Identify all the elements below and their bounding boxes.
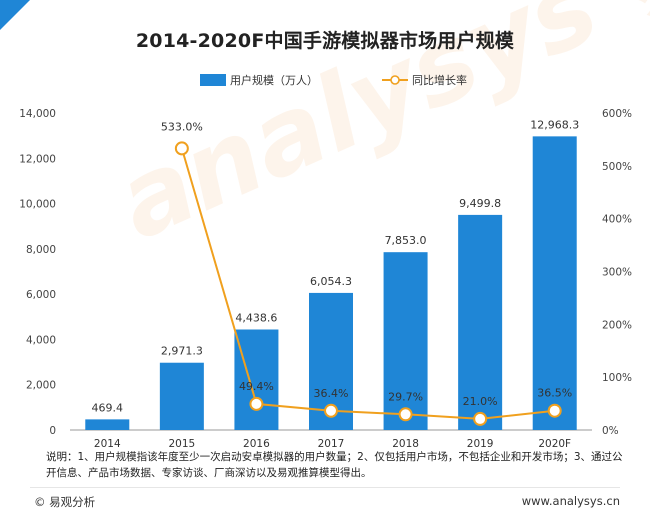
- growth-rate-label: 49.4%: [239, 380, 274, 393]
- growth-rate-line: [180, 148, 555, 420]
- left-axis-tick: 4,000: [26, 334, 56, 346]
- growth-rate-point: [473, 411, 488, 426]
- left-axis-tick: 14,000: [19, 108, 56, 120]
- legend-line-marker: [390, 75, 400, 85]
- right-axis-tick: 600%: [602, 108, 632, 120]
- bar-value-label: 2,971.3: [161, 345, 203, 358]
- x-axis-tick: 2020F: [538, 438, 571, 450]
- bar-value-label: 7,853.0: [385, 234, 427, 247]
- legend-bar-label: 用户规模（万人）: [230, 73, 318, 87]
- growth-rate-point: [249, 396, 264, 411]
- legend-line-label: 同比增长率: [412, 73, 467, 87]
- left-axis-tick: 10,000: [19, 199, 56, 211]
- right-axis-tick: 500%: [602, 161, 632, 173]
- x-axis-tick: 2016: [243, 438, 270, 450]
- bar-value-label: 6,054.3: [310, 275, 352, 288]
- bar: [458, 214, 503, 430]
- x-axis-tick: 2017: [318, 438, 345, 450]
- growth-rate-point: [174, 141, 189, 156]
- legend-bar-swatch: [200, 74, 226, 86]
- footer-source: © 易观分析: [34, 495, 96, 509]
- bar: [85, 419, 130, 430]
- chart-note: 说明：1、用户规模指该年度至少一次启动安卓模拟器的用户数量；2、仅包括用户市场，…: [46, 451, 623, 479]
- right-axis-tick: 0%: [602, 425, 619, 437]
- growth-rate-label: 36.5%: [537, 387, 572, 400]
- bar: [532, 136, 577, 430]
- bar-value-label: 9,499.8: [459, 197, 501, 210]
- growth-rate-point: [398, 407, 413, 422]
- right-axis-tick: 200%: [602, 319, 632, 331]
- bar-value-label: 469.4: [92, 401, 124, 414]
- bar: [234, 329, 279, 430]
- x-axis-tick: 2015: [168, 438, 195, 450]
- chart-title: 2014-2020F中国手游模拟器市场用户规模: [135, 30, 515, 52]
- right-axis-tick: 400%: [602, 214, 632, 226]
- growth-rate-label: 533.0%: [161, 120, 203, 133]
- corner-accent: [0, 0, 30, 30]
- left-axis-tick: 12,000: [19, 153, 56, 165]
- growth-rate-point: [547, 403, 562, 418]
- x-axis-tick: 2014: [94, 438, 121, 450]
- left-axis-tick: 0: [49, 425, 56, 437]
- right-axis-tick: 300%: [602, 267, 632, 279]
- growth-rate-label: 21.0%: [463, 395, 498, 408]
- bar-value-label: 12,968.3: [530, 118, 579, 131]
- bar: [383, 252, 428, 430]
- bar: [159, 362, 204, 430]
- x-axis-tick: 2018: [392, 438, 419, 450]
- x-axis-tick: 2019: [467, 438, 494, 450]
- growth-rate-label: 36.4%: [314, 387, 349, 400]
- growth-rate-point: [324, 403, 338, 418]
- footer-url: www.analysys.cn: [521, 494, 620, 508]
- bar-value-label: 4,438.6: [235, 311, 277, 324]
- left-axis-tick: 2,000: [26, 380, 56, 392]
- left-axis-tick: 8,000: [26, 244, 56, 256]
- left-axis-tick: 6,000: [26, 289, 56, 301]
- footer-divider: [30, 487, 620, 488]
- growth-rate-label: 29.7%: [388, 390, 423, 403]
- right-axis-tick: 100%: [602, 372, 632, 384]
